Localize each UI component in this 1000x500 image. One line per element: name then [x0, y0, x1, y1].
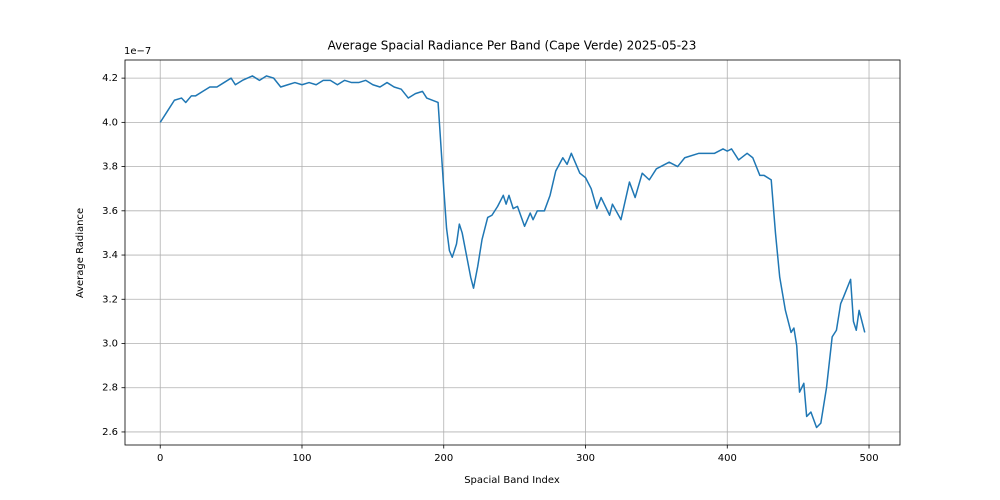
x-tick-label: 400 — [718, 453, 737, 464]
x-tick-label: 100 — [292, 453, 311, 464]
data-line — [159, 75, 866, 429]
y-tick-label: 2.6 — [102, 427, 118, 438]
y-tick-label: 4.2 — [102, 73, 118, 84]
x-tick-label: 0 — [157, 453, 163, 464]
y-offset-label: 1e−7 — [124, 46, 151, 57]
y-tick-label: 3.2 — [102, 294, 118, 305]
y-tick-label: 3.0 — [102, 338, 118, 349]
y-tick-label: 3.4 — [102, 250, 118, 261]
x-axis-label: Spacial Band Index — [464, 475, 560, 486]
x-tick-label: 300 — [576, 453, 595, 464]
y-axis-label: Average Radiance — [75, 208, 86, 298]
x-tick-label: 200 — [434, 453, 453, 464]
y-tick-label: 2.8 — [102, 383, 118, 394]
y-tick-label: 4.0 — [102, 117, 118, 128]
chart-title: Average Spacial Radiance Per Band (Cape … — [328, 39, 697, 53]
x-tick-label: 500 — [859, 453, 878, 464]
y-tick-label: 3.8 — [102, 162, 118, 173]
y-tick-label: 3.6 — [102, 206, 118, 217]
plot-frame — [124, 59, 901, 446]
